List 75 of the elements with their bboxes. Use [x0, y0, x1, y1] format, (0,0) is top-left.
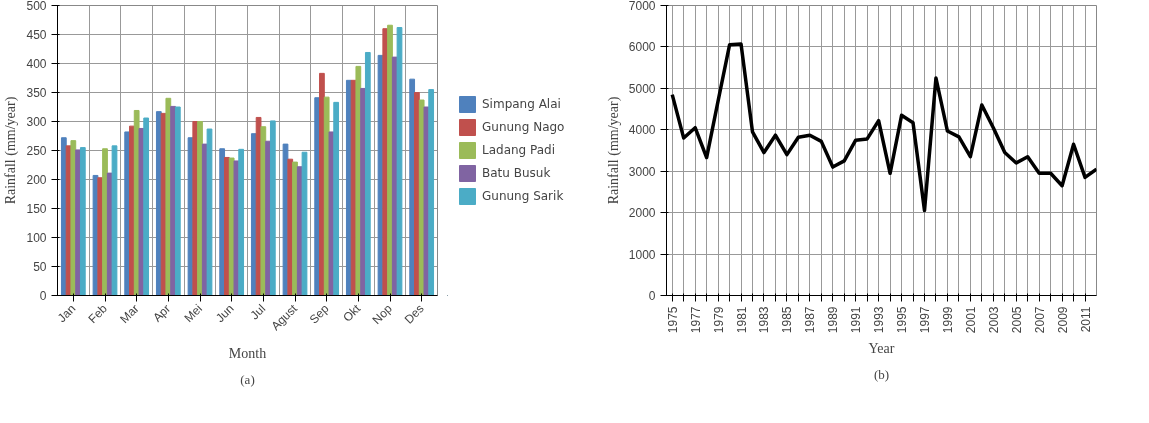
y-tick-label: 450 [26, 28, 47, 42]
y-tick-label: 150 [26, 202, 47, 216]
x-tick-label: Mei [181, 301, 205, 326]
y-tick-label: 350 [26, 86, 47, 100]
bar [174, 106, 181, 296]
y-tick-label: 400 [26, 57, 47, 71]
bar [111, 145, 118, 296]
x-tick-label: 1991 [849, 306, 864, 334]
x-tick-label: Nop [369, 301, 396, 328]
x-tick-label: 1993 [872, 306, 887, 334]
y-tick-label: 5000 [628, 81, 656, 96]
x-tick-label: Sep [306, 301, 332, 327]
line-series [670, 42, 1097, 213]
x-tick-label: Des [401, 301, 427, 327]
bar [364, 51, 371, 296]
bar [301, 151, 308, 296]
text: (a) [240, 371, 255, 387]
legend-label: Batu Busuk [482, 166, 551, 180]
y-tick-label: 50 [33, 260, 47, 274]
y-tick-label: 300 [26, 115, 47, 129]
x-tick-label: 1979 [711, 306, 726, 334]
y-tick-label: 500 [26, 0, 47, 13]
x-tick-label: Jul [247, 301, 269, 323]
y-tick-label: 2000 [628, 206, 656, 221]
bar [79, 147, 86, 296]
y-axis-title: Rainfall (mm/year) [605, 96, 622, 205]
x-tick-label: 1987 [803, 306, 818, 334]
y-tick-label: 0 [39, 289, 47, 303]
y-axis-title: Rainfall (mm/year) [3, 96, 20, 205]
bar [143, 117, 150, 296]
bar [282, 143, 289, 296]
x-tick-label: 1999 [940, 306, 955, 334]
x-tick-label: Feb [85, 301, 111, 327]
bar [396, 27, 403, 296]
x-tick-label: Okt [340, 301, 364, 325]
bar [238, 148, 245, 296]
legend-label: Gunung Nago [482, 120, 565, 134]
x-tick-label: 2003 [986, 306, 1001, 334]
bar [102, 148, 108, 296]
y-tick-label: 1000 [628, 247, 656, 262]
y-tick-label: 7000 [628, 0, 656, 13]
y-tick-label: 6000 [628, 40, 656, 55]
x-tick-label: 1981 [734, 306, 749, 334]
y-tick-label: 250 [26, 144, 47, 158]
legend-label: Ladang Padi [482, 143, 556, 157]
y-tick-label: 3000 [628, 164, 656, 179]
bar [333, 101, 340, 296]
x-tick-label: 2009 [1055, 306, 1070, 334]
x-tick-label: 1975 [665, 306, 680, 334]
x-tick-label: Apr [150, 301, 174, 325]
legend-label: Simpang Alai [482, 97, 561, 111]
legend-label: Gunung Sarik [482, 189, 564, 203]
x-tick-label: 2007 [1032, 306, 1047, 334]
text: (b) [873, 366, 890, 382]
y-tick-label: 0 [648, 289, 656, 303]
x-tick-label: 1983 [757, 306, 772, 334]
x-tick-label: 1985 [780, 306, 795, 334]
bar [428, 89, 435, 296]
x-axis-title: Month [228, 346, 267, 362]
x-tick-label: 2001 [963, 306, 978, 334]
x-tick-label: 1995 [895, 306, 910, 334]
x-tick-label: Mar [117, 301, 142, 327]
x-tick-label: 1997 [918, 306, 932, 334]
y-tick-label: 4000 [628, 123, 656, 138]
x-tick-label: 1989 [826, 306, 841, 334]
x-tick-label: 1977 [688, 306, 703, 334]
y-tick-label: 200 [26, 173, 47, 187]
bar [206, 128, 213, 296]
y-tick-label: 100 [26, 231, 47, 245]
x-tick-label: 2005 [1009, 306, 1024, 334]
x-tick-label: 2011 [1078, 306, 1093, 333]
x-tick-label: Jun [213, 301, 237, 326]
x-axis-title: Year [868, 341, 895, 357]
bar [269, 120, 276, 296]
x-tick-label: Jan [54, 301, 79, 326]
